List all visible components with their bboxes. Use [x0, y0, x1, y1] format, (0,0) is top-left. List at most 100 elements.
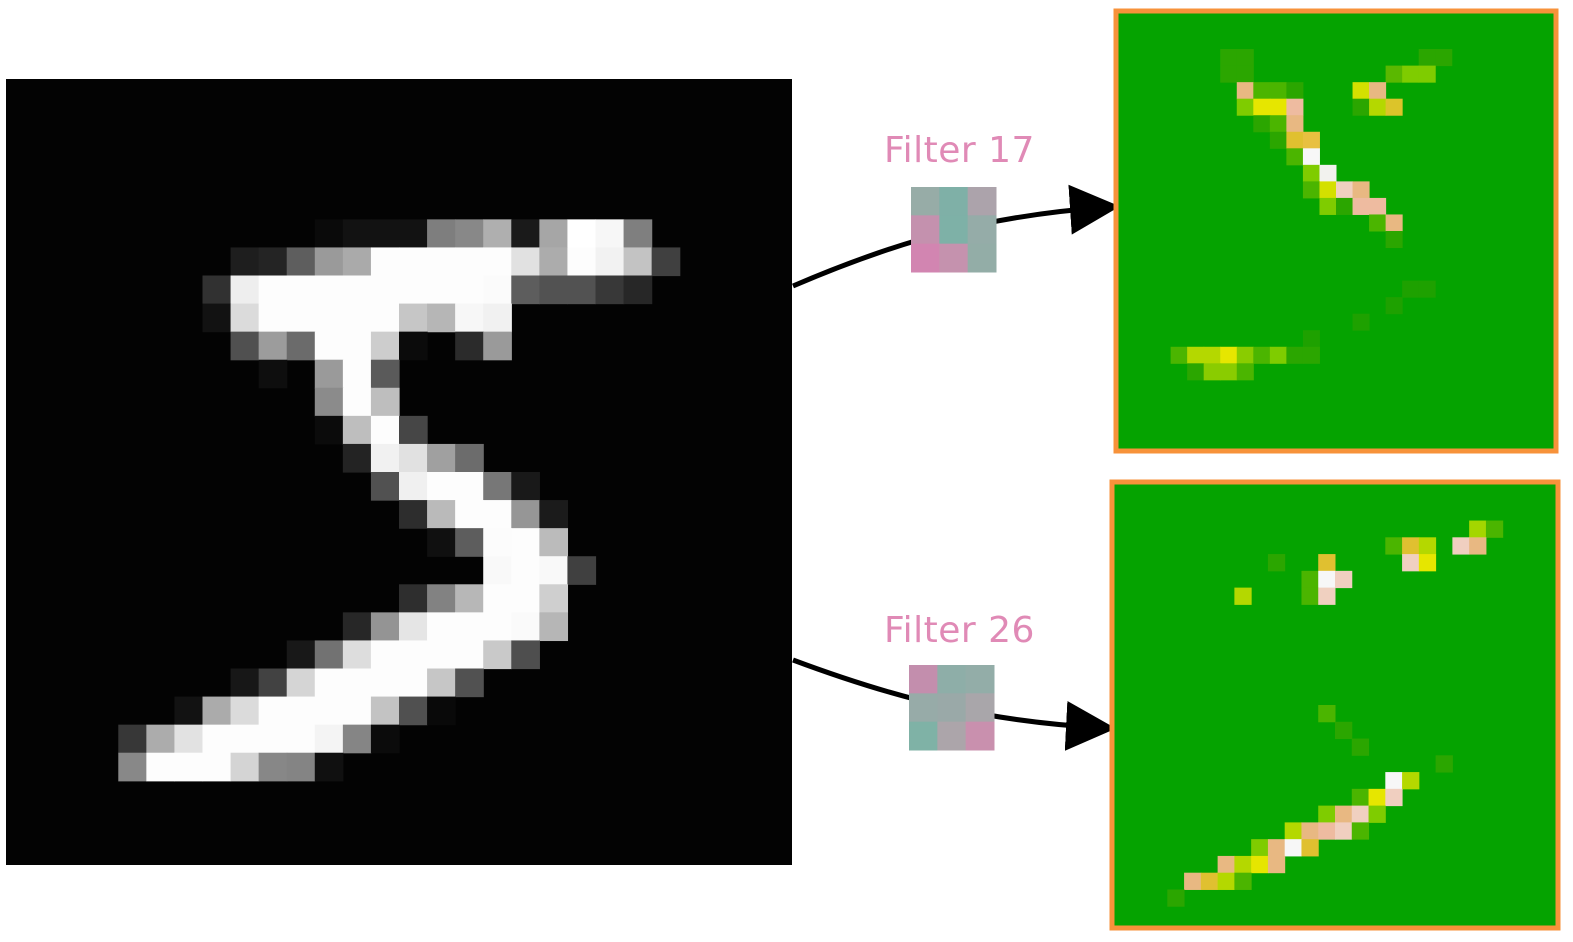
input-pixel	[314, 359, 344, 389]
input-pixel	[118, 724, 147, 754]
input-pixel	[399, 415, 428, 445]
input-digit-image	[6, 79, 792, 865]
feature-map-background	[1116, 11, 1556, 451]
feature-map-cell	[1319, 197, 1337, 215]
feature-map-cell	[1251, 839, 1269, 857]
input-pixel	[539, 219, 569, 249]
kernel-cell	[965, 721, 995, 751]
feature-map-cell	[1335, 721, 1353, 740]
feature-map-cell	[1368, 805, 1386, 823]
input-pixel	[483, 556, 512, 585]
feature-map-cell	[1352, 197, 1370, 215]
input-pixel	[286, 696, 316, 726]
feature-map-cell	[1286, 82, 1304, 100]
feature-map-cell	[1351, 788, 1370, 807]
feature-map-cell	[1269, 98, 1287, 116]
input-pixel	[342, 724, 372, 754]
input-pixel	[342, 331, 372, 361]
input-pixel	[567, 275, 597, 305]
input-pixel	[455, 500, 484, 529]
input-pixel	[427, 303, 456, 333]
feature-map-cell	[1167, 889, 1185, 907]
input-pixel	[342, 387, 372, 417]
input-pixel	[258, 331, 288, 361]
input-pixel	[455, 528, 484, 557]
feature-map-cell	[1418, 65, 1436, 83]
feature-map-cell	[1217, 872, 1235, 890]
input-pixel	[539, 612, 569, 642]
feature-map-cell	[1187, 346, 1205, 364]
filter-kernel-a	[911, 187, 997, 273]
feature-map-cell	[1352, 98, 1370, 116]
input-pixel	[258, 303, 288, 333]
input-pixel	[511, 612, 540, 642]
input-pixel	[455, 612, 484, 642]
input-pixel	[455, 275, 484, 305]
feature-map-border	[1109, 479, 1561, 931]
input-pixel	[399, 275, 428, 305]
feature-map-cell	[1335, 570, 1353, 589]
input-pixel	[539, 584, 569, 613]
input-pixel	[230, 275, 260, 305]
feature-map-cell	[1170, 346, 1188, 364]
kernel-cell	[911, 243, 940, 273]
feature-map-cell	[1336, 197, 1354, 215]
input-pixel	[370, 247, 400, 277]
input-pixel	[370, 612, 400, 642]
input-pixel	[539, 500, 569, 529]
input-pixel	[286, 331, 316, 361]
input-pixel	[286, 247, 316, 277]
input-pixel	[370, 359, 400, 389]
input-pixel	[370, 640, 400, 670]
kernel-cell	[939, 215, 969, 245]
input-pixel	[511, 500, 540, 529]
feature-map-cell	[1351, 738, 1370, 756]
input-pixel	[399, 584, 428, 613]
input-pixel	[595, 219, 625, 249]
kernel-cell	[911, 187, 940, 216]
feature-map-cell	[1452, 537, 1470, 555]
input-pixel	[258, 247, 288, 277]
input-pixel	[146, 724, 176, 754]
kernel-cell	[967, 243, 997, 273]
feature-map-cell	[1318, 554, 1336, 572]
input-pixel	[258, 724, 288, 754]
input-pixel	[427, 247, 456, 277]
input-pixel	[483, 472, 512, 501]
feature-map-cell	[1351, 805, 1370, 823]
kernel-cell	[939, 243, 969, 273]
input-pixel	[370, 415, 400, 445]
input-pixel	[230, 247, 260, 277]
kernel-cell	[909, 665, 938, 694]
input-pixel	[286, 275, 316, 305]
input-pixel	[483, 528, 512, 557]
feature-map-border	[1113, 8, 1559, 454]
input-pixel	[483, 584, 512, 613]
feature-map-cell	[1301, 570, 1319, 589]
input-pixel	[595, 275, 625, 305]
input-pixel	[427, 528, 456, 557]
input-pixel	[399, 696, 428, 726]
input-pixel	[370, 724, 400, 754]
feature-map-cell	[1286, 131, 1304, 149]
feature-map-cell	[1236, 65, 1254, 83]
input-pixel	[314, 696, 344, 726]
input-pixel	[427, 612, 456, 642]
input-pixel	[258, 668, 288, 698]
input-pixel	[623, 247, 653, 277]
input-pixel	[455, 668, 484, 698]
feature-map-cell	[1284, 839, 1302, 857]
feature-map-cell	[1217, 855, 1235, 874]
input-pixel	[230, 331, 260, 361]
feature-map-cell	[1236, 49, 1254, 67]
input-pixel	[399, 303, 428, 333]
input-pixel	[370, 219, 400, 249]
input-pixel	[427, 584, 456, 613]
feature-map-cell	[1402, 537, 1420, 555]
input-pixel	[174, 752, 204, 782]
kernel-cell	[967, 215, 997, 245]
feature-map-cell	[1385, 537, 1403, 555]
input-pixel	[342, 247, 372, 277]
input-pixel	[427, 472, 456, 501]
